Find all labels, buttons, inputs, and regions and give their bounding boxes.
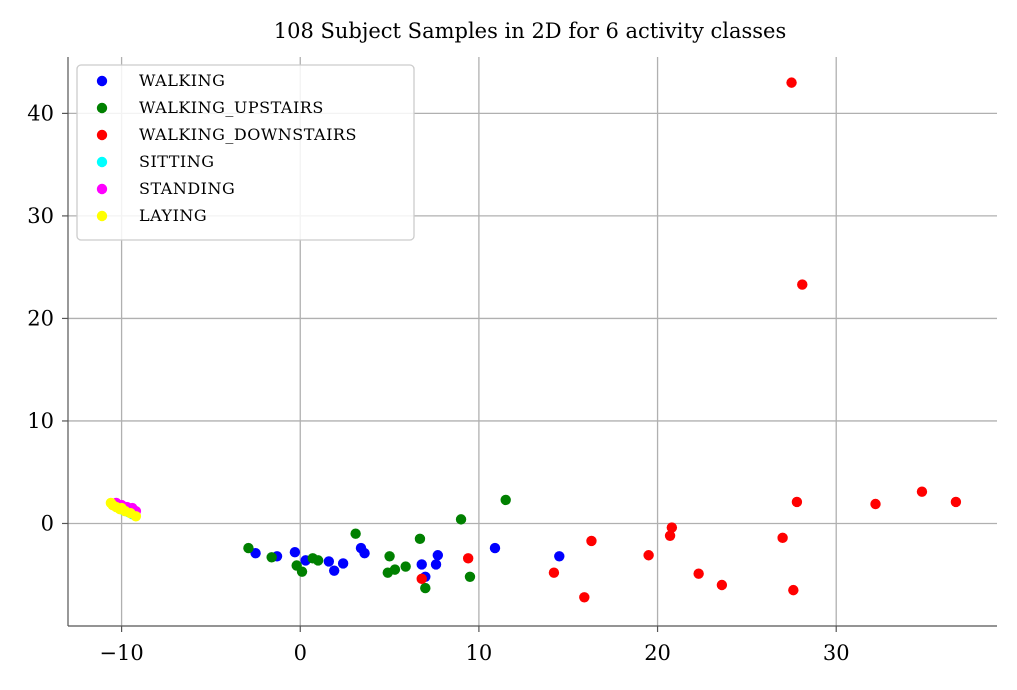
legend-label: WALKING_UPSTAIRS: [139, 98, 324, 117]
point-walking-upstairs: [243, 542, 254, 554]
point-walking-upstairs: [384, 551, 395, 562]
point-walking-downstairs: [579, 592, 590, 603]
point-walking: [432, 550, 444, 561]
point-laying: [116, 502, 127, 514]
y-axis-ticks: 0 10 20 30 40: [27, 101, 68, 535]
point-walking-upstairs: [350, 528, 361, 539]
x-tick-label: 10: [466, 641, 493, 665]
legend-marker: [96, 156, 108, 168]
point-walking-upstairs: [420, 582, 431, 594]
point-laying: [130, 511, 142, 522]
point-walking-upstairs: [400, 561, 411, 572]
legend-marker: [96, 75, 108, 87]
point-walking-downstairs: [643, 550, 654, 561]
point-walking-downstairs: [664, 530, 676, 541]
point-walking-upstairs: [500, 494, 511, 506]
axes: [67, 57, 997, 627]
point-walking-downstairs: [870, 498, 881, 510]
legend-label: LAYING: [139, 206, 207, 225]
point-walking-upstairs: [464, 571, 476, 582]
legend-marker: [96, 183, 108, 195]
point-walking-downstairs: [797, 279, 808, 290]
point-walking-downstairs: [666, 522, 678, 533]
point-walking-downstairs: [693, 568, 704, 579]
data-points: [105, 77, 962, 603]
x-tick-label: 0: [294, 641, 307, 665]
point-walking-downstairs: [788, 584, 799, 596]
x-tick-label: 20: [644, 641, 671, 665]
legend-label: SITTING: [139, 152, 215, 171]
chart-title: 108 Subject Samples in 2D for 6 activity…: [274, 19, 787, 43]
point-walking-downstairs: [548, 567, 560, 578]
legend-label: WALKING_DOWNSTAIRS: [139, 125, 357, 144]
point-walking-upstairs: [389, 564, 401, 575]
point-walking: [430, 559, 442, 570]
point-walking: [250, 548, 261, 559]
point-walking-downstairs: [777, 532, 788, 544]
legend-marker: [96, 129, 108, 141]
legend-marker: [96, 102, 108, 114]
y-tick-label: 0: [41, 511, 54, 535]
x-tick-label: 30: [823, 641, 850, 665]
point-walking: [359, 548, 370, 559]
point-walking-downstairs: [791, 496, 803, 508]
point-walking-upstairs: [414, 533, 426, 545]
legend-marker: [96, 210, 108, 222]
legend: WALKING WALKING_UPSTAIRS WALKING_DOWNSTAIR…: [76, 64, 415, 241]
point-walking: [554, 551, 565, 562]
legend-box: [76, 64, 415, 241]
point-walking-downstairs: [916, 486, 928, 497]
legend-label: STANDING: [139, 179, 235, 198]
y-tick-label: 20: [27, 306, 54, 330]
point-walking-downstairs: [416, 573, 427, 585]
legend-label: WALKING: [139, 71, 225, 90]
point-walking-downstairs: [786, 77, 797, 88]
point-walking: [289, 546, 301, 558]
x-tick-label: −10: [99, 641, 143, 665]
point-walking-downstairs: [950, 496, 962, 508]
x-axis-ticks: −10 0 10 20 30: [99, 626, 850, 665]
point-walking-upstairs: [266, 552, 277, 563]
point-walking-downstairs: [586, 535, 597, 547]
y-tick-label: 30: [27, 204, 54, 228]
point-walking: [323, 556, 335, 567]
point-walking: [328, 565, 340, 576]
point-walking: [416, 559, 427, 570]
point-walking-upstairs: [296, 566, 308, 577]
point-walking: [489, 542, 501, 554]
y-tick-label: 40: [27, 101, 54, 125]
point-walking-downstairs: [716, 579, 728, 591]
point-walking: [337, 558, 349, 569]
y-tick-label: 10: [27, 409, 54, 433]
point-walking-upstairs: [312, 555, 324, 566]
point-walking-downstairs: [462, 553, 474, 564]
point-walking-upstairs: [455, 514, 467, 525]
